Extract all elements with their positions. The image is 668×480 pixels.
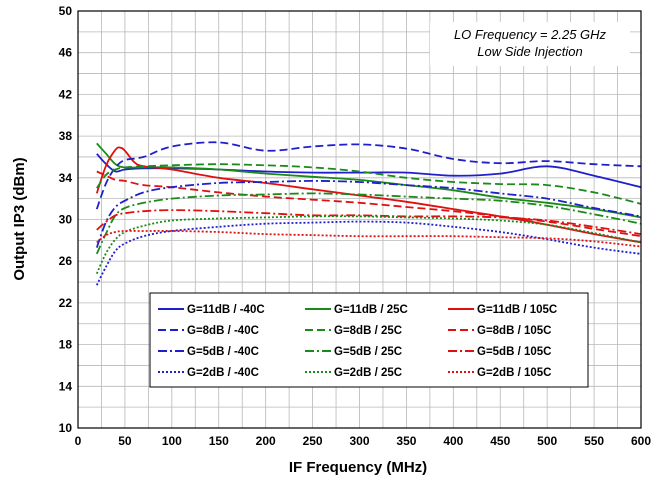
x-tick-label: 150 xyxy=(209,434,229,448)
x-tick-label: 250 xyxy=(303,434,323,448)
legend-label: G=11dB / -40C xyxy=(187,304,265,316)
legend-label: G=5dB / -40C xyxy=(187,346,259,358)
y-tick-label: 26 xyxy=(59,254,73,268)
x-tick-label: 400 xyxy=(443,434,463,448)
legend: G=11dB / -40C G=11dB / 25C G=11dB / 105C G=… xyxy=(149,292,589,388)
y-tick-label: 50 xyxy=(59,4,73,18)
series-line-11 xyxy=(96,230,642,248)
legend-label: G=2dB / -40C xyxy=(187,367,259,379)
y-tick-label: 30 xyxy=(59,213,73,227)
x-tick-label: 550 xyxy=(584,434,604,448)
y-tick-label: 34 xyxy=(59,171,73,185)
series-line-9 xyxy=(95,220,642,286)
y-tick-label: 46 xyxy=(59,46,73,60)
series-line-1 xyxy=(96,142,642,219)
plot-frame xyxy=(77,10,642,429)
legend-label: G=11dB / 105C xyxy=(477,304,557,316)
legend-label: G=11dB / 25C xyxy=(334,304,408,316)
legend-label: G=5dB / 105C xyxy=(477,346,551,358)
series-line-3 xyxy=(95,141,642,210)
series-line-0 xyxy=(96,153,642,189)
series-line-7 xyxy=(95,192,642,255)
y-tick-label: 38 xyxy=(59,129,73,143)
y-tick-label: 22 xyxy=(59,296,73,310)
tick-labels: 0 50 100 150 200 250 300 350 400 450 500 550 600 10 14… xyxy=(59,4,652,448)
series-line-6 xyxy=(95,180,642,248)
y-tick-label: 42 xyxy=(59,87,73,101)
x-tick-label: 100 xyxy=(162,434,182,448)
annotation-lo-frequency: LO Frequency = 2.25 GHz xyxy=(454,27,607,42)
x-tick-label: 600 xyxy=(631,434,651,448)
y-tick-label: 14 xyxy=(59,379,73,393)
x-tick-label: 450 xyxy=(490,434,510,448)
x-tick-label: 350 xyxy=(396,434,416,448)
legend-label: G=2dB / 25C xyxy=(334,367,402,379)
series-line-4 xyxy=(96,163,642,205)
y-tick-label: 18 xyxy=(59,338,73,352)
series-line-10 xyxy=(95,215,642,275)
legend-label: G=2dB / 105C xyxy=(477,367,551,379)
series-line-5 xyxy=(96,170,642,238)
legend-label: G=8dB / -40C xyxy=(187,325,259,337)
annotation-injection: Low Side Injection xyxy=(477,44,583,59)
x-axis-title: IF Frequency (MHz) xyxy=(289,459,427,476)
y-axis-title: Output IP3 (dBm) xyxy=(11,157,28,280)
series-line-8 xyxy=(96,209,642,235)
legend-label: G=5dB / 25C xyxy=(334,346,402,358)
x-tick-label: 50 xyxy=(118,434,132,448)
x-tick-label: 0 xyxy=(75,434,82,448)
legend-label: G=8dB / 105C xyxy=(477,325,551,337)
x-tick-label: 200 xyxy=(256,434,276,448)
x-tick-label: 300 xyxy=(349,434,369,448)
legend-label: G=8dB / 25C xyxy=(334,325,402,337)
annotation-box: LO Frequency = 2.25 GHz Low Side Injecti… xyxy=(430,22,630,66)
legend-box xyxy=(149,292,589,388)
y-tick-label: 10 xyxy=(59,421,73,435)
x-tick-label: 500 xyxy=(537,434,557,448)
series-lines xyxy=(95,141,642,286)
